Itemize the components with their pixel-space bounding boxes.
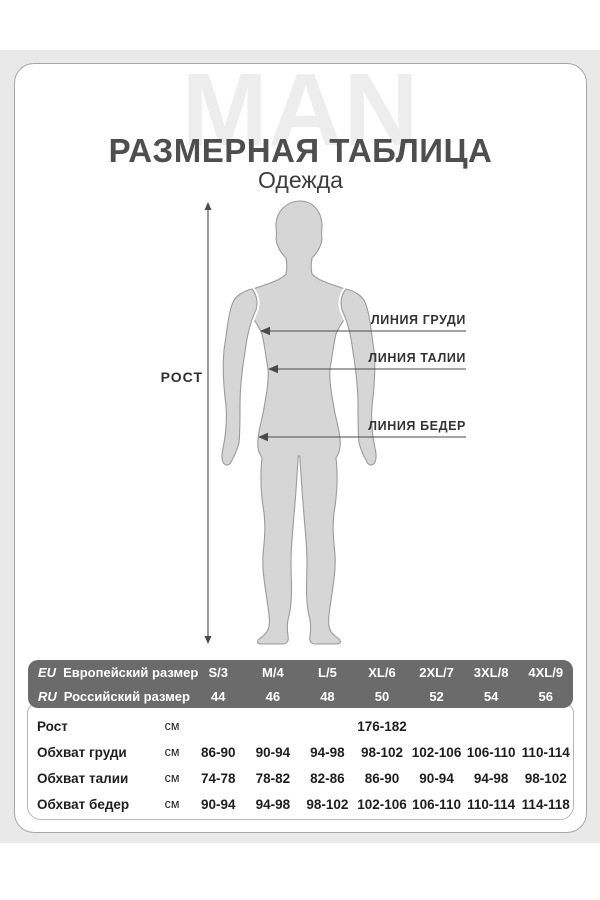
eu-size-row-label: EU Европейский размер <box>28 664 198 680</box>
height-measure-label: РОСТ <box>160 369 203 385</box>
table-row-label: Рост <box>37 718 68 734</box>
size-table-header: EU Европейский размер S/3 M/4 L/5 XL/6 2X… <box>28 660 573 708</box>
ru-size-row-label: RU Российский размер <box>28 689 191 704</box>
table-cell: 110-114 <box>467 796 516 812</box>
table-row-label: Обхват талии <box>37 770 129 786</box>
table-cell-height-range: 176-182 <box>357 718 407 734</box>
table-cell: 102-106 <box>357 796 407 812</box>
hip-measure-label: ЛИНИЯ БЕДЕР <box>368 419 466 433</box>
table-cell: 90-94 <box>419 770 454 786</box>
figure-left-arm <box>221 288 258 466</box>
eu-size: M/4 <box>262 664 284 680</box>
table-row-label: Обхват бедер <box>37 796 130 812</box>
table-cell: 98-102 <box>524 770 567 786</box>
eu-size: 4XL/9 <box>528 664 564 680</box>
table-cell: 90-94 <box>201 796 236 812</box>
waist-line <box>268 364 466 374</box>
size-chart-card: MAN РАЗМЕРНАЯ ТАБЛИЦА Одежда <box>14 63 587 833</box>
table-cell: 94-98 <box>310 744 345 760</box>
ru-size: 50 <box>374 688 390 704</box>
table-row-unit: см <box>164 745 180 759</box>
table-cell: 106-110 <box>466 744 516 760</box>
size-table-body: Рост см 176-182 Обхват груди см 86-90 90… <box>27 703 574 820</box>
page-title: РАЗМЕРНАЯ ТАБЛИЦА <box>108 132 493 169</box>
hip-line <box>258 432 466 442</box>
eu-size: 3XL/8 <box>473 664 509 680</box>
table-cell: 106-110 <box>412 796 461 812</box>
table-cell: 114-118 <box>521 796 570 812</box>
table-cell: 78-82 <box>255 770 291 786</box>
ru-label: Российский размер <box>63 688 190 704</box>
eu-code: EU <box>38 664 57 680</box>
page-subtitle: Одежда <box>258 167 343 193</box>
eu-size: L/5 <box>318 664 337 680</box>
table-row-unit: см <box>164 797 180 811</box>
man-silhouette-figure <box>204 200 466 645</box>
table-cell: 98-102 <box>360 744 404 760</box>
ru-size: 56 <box>538 688 553 704</box>
eu-size: XL/6 <box>368 664 396 680</box>
eu-size: 2XL/7 <box>419 664 454 680</box>
eu-size: S/3 <box>208 664 229 680</box>
figure-body <box>233 200 365 645</box>
chest-line <box>260 326 466 336</box>
table-cell: 110-114 <box>521 744 570 760</box>
table-cell: 74-78 <box>201 770 236 786</box>
height-arrow-line <box>204 202 212 644</box>
table-cell: 86-90 <box>364 770 400 786</box>
table-cell: 82-86 <box>310 770 345 786</box>
table-cell: 90-94 <box>255 744 291 760</box>
table-row-unit: см <box>164 719 180 733</box>
table-cell: 102-106 <box>411 744 462 760</box>
table-cell: 86-90 <box>201 744 236 760</box>
figure-right-arm <box>340 288 377 466</box>
ru-size: 48 <box>320 688 335 704</box>
brand-watermark: MAN <box>181 63 420 167</box>
chest-measure-label: ЛИНИЯ ГРУДИ <box>370 313 466 327</box>
table-cell: 94-98 <box>255 796 291 812</box>
eu-label: Европейский размер <box>63 664 199 680</box>
ru-size: 54 <box>483 688 499 704</box>
waist-measure-label: ЛИНИЯ ТАЛИИ <box>368 351 466 365</box>
ru-size: 46 <box>265 688 281 704</box>
ru-size: 52 <box>429 688 444 704</box>
ru-code: RU <box>38 688 57 704</box>
table-cell: 98-102 <box>306 796 349 812</box>
table-row-unit: см <box>164 771 180 785</box>
ru-size: 44 <box>211 688 226 704</box>
table-cell: 94-98 <box>473 770 509 786</box>
table-row-label: Обхват груди <box>37 744 127 760</box>
